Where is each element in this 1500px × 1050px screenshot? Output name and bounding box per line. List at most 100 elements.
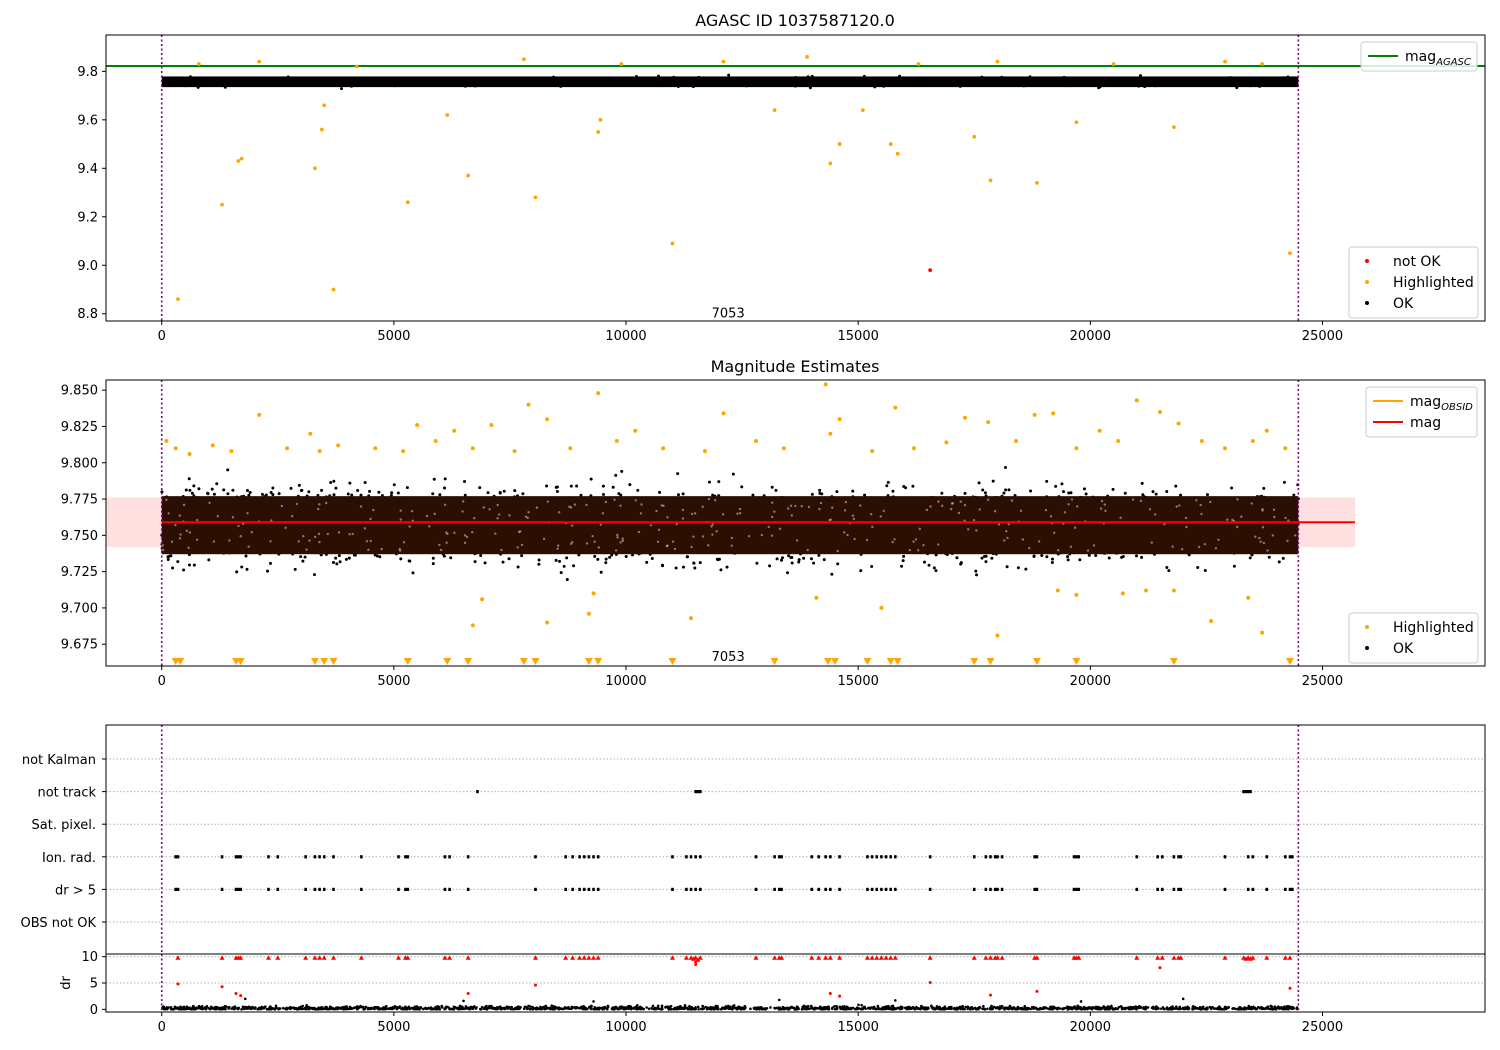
p2-core-highlight-point [290,514,294,518]
p2-highlighted-point [586,611,591,616]
p1-upper-legend-label: magAGASC [1405,49,1471,68]
p2-ok-point [245,567,249,571]
p2-ok-point [836,562,840,566]
p1-ok-point [592,79,596,83]
p2-highlighted-point [1116,438,1121,443]
p1-ok-point [657,74,661,78]
p2-ok-point [797,560,801,564]
p2-core-highlight-point [918,527,921,531]
p1-ok-point [1054,77,1058,81]
p2-ok-point [870,565,874,569]
p1-ok-point [379,83,383,87]
p2-core-highlight-point [879,515,882,518]
p2-core-highlight-point [846,533,849,537]
p3-flag-marker [1172,887,1176,891]
p2-ok-point [1165,490,1169,494]
p2-ok-point [608,555,612,559]
p2-ok-point [377,490,381,494]
p2-ok-point [1120,555,1124,559]
p2-core-highlight-point [922,544,925,547]
p1-ok-point [827,83,831,87]
p3-flag-marker [1288,855,1292,859]
p2-ok-point [431,562,435,566]
p3-flag-marker [829,887,832,891]
p2-ok-point [891,489,895,493]
p2-highlighted-point [1120,591,1125,596]
p1-ok-point [1177,83,1181,87]
p2-ok-point [463,479,467,483]
p1-ok-point [340,87,344,91]
p3-flag-marker [694,855,697,859]
p4-ok-point [998,1005,1002,1008]
p1-ok-point [880,81,884,85]
p4-ok-point [1076,1004,1080,1008]
p3-flag-marker [810,887,814,891]
p2-highlighted-point [1176,421,1181,426]
p2-highlighted-point [470,446,475,451]
p1-point-highlighted [837,142,842,146]
p4-ok-point [500,1007,503,1011]
p4-ok-point [842,1007,845,1010]
p1-point-highlighted [1172,125,1176,130]
p1-ok-point [615,78,619,82]
p1-ok-point [1060,77,1064,81]
p2-ok-point [596,557,600,561]
p1-ok-point [1226,77,1230,81]
p2-core-highlight-point [556,547,559,550]
p1-ok-point [661,83,665,87]
p2-core-highlight-point [869,513,873,516]
p2-highlighted-point [317,449,322,454]
p3-flag-marker [671,887,674,891]
p2-core-highlight-point [1037,540,1041,543]
p2-core-highlight-point [1076,505,1079,508]
p4-ok-point [550,1007,553,1010]
p3-flag-marker [304,855,307,859]
p2-xtick-label: 10000 [605,674,646,689]
p3-flag-marker [972,855,976,859]
p2-highlighted-point [187,452,192,457]
p2-ok-point [755,561,759,565]
p2-highlighted-point [814,595,819,600]
p3-flag-marker [773,887,776,891]
p2-ok-point [192,563,196,567]
p3-flag-marker [582,855,586,859]
p3-flag-marker [1077,887,1081,891]
p2-core-highlight-point [482,506,485,509]
p4-ok-point [1208,1005,1212,1009]
p2-upper-legend-box [1365,386,1478,438]
p2-core-highlight-point [601,512,605,515]
p2-ok-point [331,560,335,564]
p2-ok-point [299,488,303,492]
p1-ok-point [1202,83,1206,87]
p2-core-highlight-point [1021,538,1025,541]
p1-ok-point [996,80,1000,84]
p1-ok-point [164,78,168,82]
p2-core-highlight-point [1226,518,1229,521]
p2-ok-point [320,488,324,492]
p4-ok-point [1008,1004,1012,1008]
p2-ok-point [1029,489,1033,493]
p1-ok-point [639,79,643,83]
p3-flag-marker [689,855,693,859]
p2-ok-point [1016,566,1020,570]
p1-ok-point [937,80,941,84]
p2-core-highlight-point [640,503,643,506]
p3-flag-marker [870,887,874,891]
p2-axes-frame [105,379,1486,667]
p1-ok-point [1019,82,1023,86]
p2-ok-point [579,493,583,497]
p2-core-highlight-point [871,525,874,529]
p2-ok-point [611,485,615,489]
p2-core-highlight-point [182,503,186,507]
p3-flag-marker [984,855,988,859]
p1-ok-point [324,82,328,86]
p2-core-highlight-point [250,531,254,534]
p1-ok-point [470,81,474,85]
p1-ytick-label: 9.2 [77,210,98,225]
p1-ok-point [808,86,812,90]
p2-ok-point [244,554,248,558]
p2-ok-point [266,569,270,573]
p1-ok-point [1128,78,1132,82]
p1-ok-point [596,77,600,81]
